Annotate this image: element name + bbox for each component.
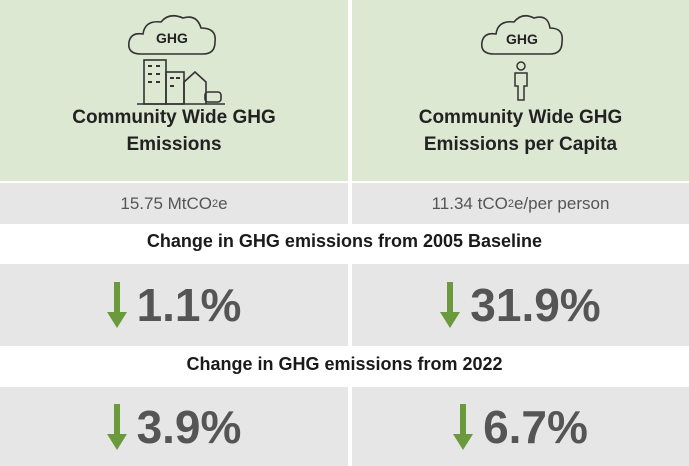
- change-box: 6.7%: [352, 387, 689, 466]
- card-value: 11.34 tCO 2 e/per person: [352, 183, 689, 224]
- section-heading: Change in GHG emissions from 2022: [186, 354, 503, 374]
- down-arrow: [453, 403, 474, 450]
- change-box: 1.1%: [0, 264, 348, 346]
- card-title: Community Wide GHG Emissions per Capita: [418, 107, 623, 155]
- change-percent: 6.7%: [483, 400, 588, 453]
- value-unit: e: [218, 193, 228, 213]
- change-percent: 31.9%: [470, 279, 601, 331]
- change-box: 31.9%: [352, 264, 689, 346]
- icon-label: GHG: [506, 31, 538, 47]
- change-percent: 1.1%: [136, 279, 242, 331]
- section-heading: Change in GHG emissions from 2005 Baseli…: [146, 231, 543, 251]
- value-number: 15.75 MtCO: [120, 193, 213, 213]
- down-arrow: [106, 282, 127, 328]
- card-value: 15.75 MtCO 2 e: [0, 183, 348, 224]
- value-unit: e/per person: [513, 193, 610, 213]
- person-icon: GHG: [480, 14, 563, 101]
- icon-label: GHG: [156, 30, 188, 46]
- down-arrow: [440, 282, 461, 328]
- change-percent: 3.9%: [136, 400, 242, 453]
- card-header: GHG Community Wide GHG Emissions per Cap…: [352, 0, 689, 181]
- change-box: 3.9%: [0, 387, 348, 466]
- value-subscript: 2: [212, 197, 219, 210]
- value-number: 11.34 tCO: [431, 193, 508, 213]
- value-subscript: 2: [507, 197, 514, 210]
- card-header: GHG Community Wide GHG Emissions: [0, 0, 348, 181]
- down-arrow: [106, 403, 127, 450]
- city-icon: GHG: [127, 14, 225, 105]
- card-title: Community Wide GHG Emissions: [72, 107, 276, 155]
